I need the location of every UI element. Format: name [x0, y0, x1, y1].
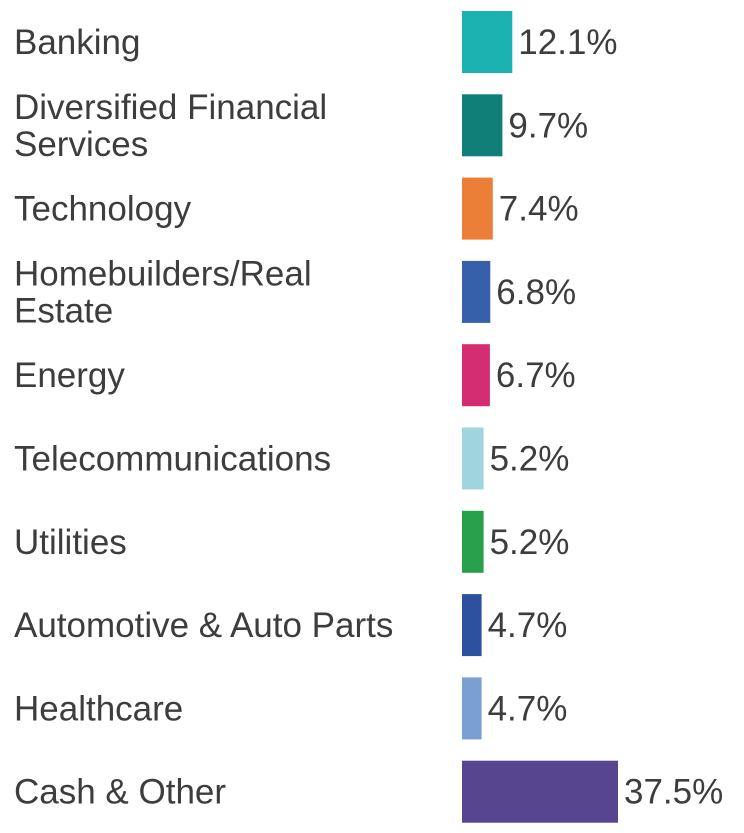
- bar-0: [462, 11, 513, 73]
- bar-7: [462, 594, 482, 657]
- bar-6: [462, 510, 484, 573]
- bar-1: [462, 94, 503, 157]
- category-label-9: Cash & Other: [14, 773, 226, 812]
- category-label-4: Energy: [14, 356, 125, 395]
- value-label-0: 12.1%: [518, 23, 617, 62]
- category-label-0: Banking: [14, 23, 140, 62]
- bar-2: [462, 177, 493, 240]
- category-label-2: Technology: [14, 190, 192, 229]
- value-label-5: 5.2%: [490, 440, 570, 479]
- bar-4: [462, 344, 490, 407]
- value-label-7: 4.7%: [488, 606, 568, 645]
- value-label-9: 37.5%: [624, 773, 723, 812]
- value-label-1: 9.7%: [508, 106, 588, 145]
- value-label-3: 6.8%: [496, 273, 576, 312]
- value-label-2: 7.4%: [499, 190, 579, 229]
- category-label-1: Diversified Financial Services: [14, 88, 327, 164]
- category-label-6: Utilities: [14, 523, 127, 562]
- value-label-4: 6.7%: [496, 356, 576, 395]
- bar-9: [462, 760, 618, 823]
- value-label-6: 5.2%: [490, 523, 570, 562]
- category-label-3: Homebuilders/Real Estate: [14, 254, 312, 330]
- value-label-8: 4.7%: [488, 689, 568, 728]
- bar-3: [462, 260, 491, 323]
- bar-5: [462, 427, 484, 490]
- category-label-5: Telecommunications: [14, 440, 331, 479]
- category-label-8: Healthcare: [14, 689, 183, 728]
- category-label-7: Automotive & Auto Parts: [14, 606, 393, 645]
- bar-8: [462, 677, 482, 740]
